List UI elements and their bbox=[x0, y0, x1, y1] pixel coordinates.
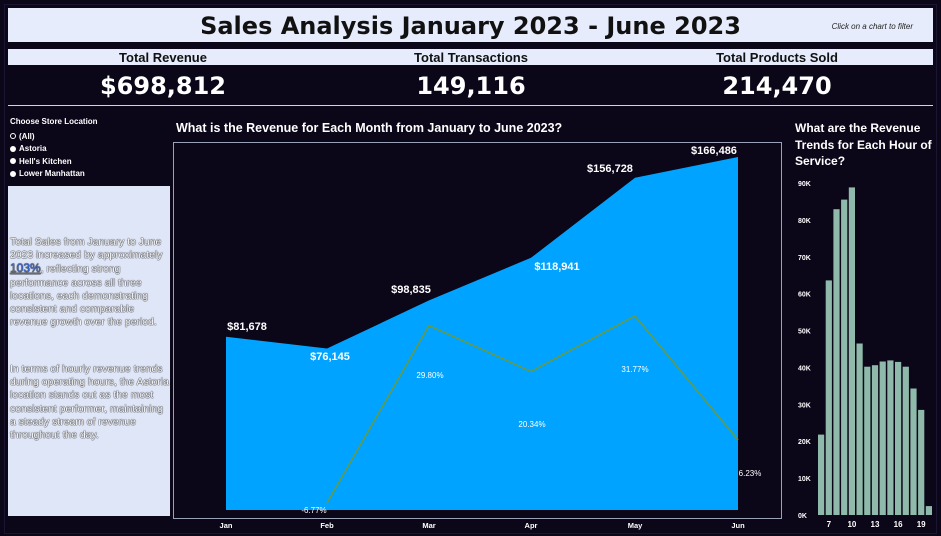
page-title: Sales Analysis January 2023 - June 2023 bbox=[200, 12, 741, 40]
filter-label: Choose Store Location bbox=[10, 117, 98, 126]
summary-panel: Total Sales from January to June 2023 in… bbox=[8, 186, 170, 516]
monthly-chart-title: What is the Revenue for Each Month from … bbox=[176, 121, 563, 135]
filter-option-hells-kitchen[interactable]: Hell's Kitchen bbox=[10, 155, 98, 168]
summary-paragraph-2: In terms of hourly revenue trends during… bbox=[10, 364, 169, 442]
summary-paragraph-1: Total Sales from January to June 2023 in… bbox=[10, 237, 163, 329]
dashboard-frame bbox=[4, 4, 937, 534]
radio-selected-icon bbox=[10, 133, 16, 140]
divider bbox=[8, 105, 933, 106]
kpi-label-products: Total Products Sold bbox=[716, 50, 838, 65]
filter-option-astoria[interactable]: Astoria bbox=[10, 143, 98, 156]
filter-hint: Click on a chart to filter bbox=[831, 22, 913, 31]
kpi-value-products: 214,470 bbox=[722, 72, 832, 100]
radio-icon bbox=[10, 145, 16, 152]
kpi-value-transactions: 149,116 bbox=[416, 72, 526, 100]
radio-icon bbox=[10, 170, 16, 177]
filter-option-all[interactable]: (All) bbox=[10, 130, 98, 143]
monthly-chart-border bbox=[173, 142, 782, 519]
radio-icon bbox=[10, 158, 16, 165]
store-location-filter: Choose Store Location (All) Astoria Hell… bbox=[10, 117, 98, 180]
kpi-header: Total Revenue Total Transactions Total P… bbox=[8, 49, 933, 65]
kpi-label-transactions: Total Transactions bbox=[414, 50, 528, 65]
hourly-chart-title: What are the Revenue Trends for Each Hou… bbox=[795, 121, 932, 168]
kpi-value-revenue: $698,812 bbox=[99, 72, 226, 100]
title-bar: Sales Analysis January 2023 - June 2023 … bbox=[8, 8, 933, 42]
growth-percent-link[interactable]: 103% bbox=[10, 261, 41, 276]
kpi-label-revenue: Total Revenue bbox=[119, 50, 207, 65]
filter-option-lower-manhattan[interactable]: Lower Manhattan bbox=[10, 168, 98, 181]
